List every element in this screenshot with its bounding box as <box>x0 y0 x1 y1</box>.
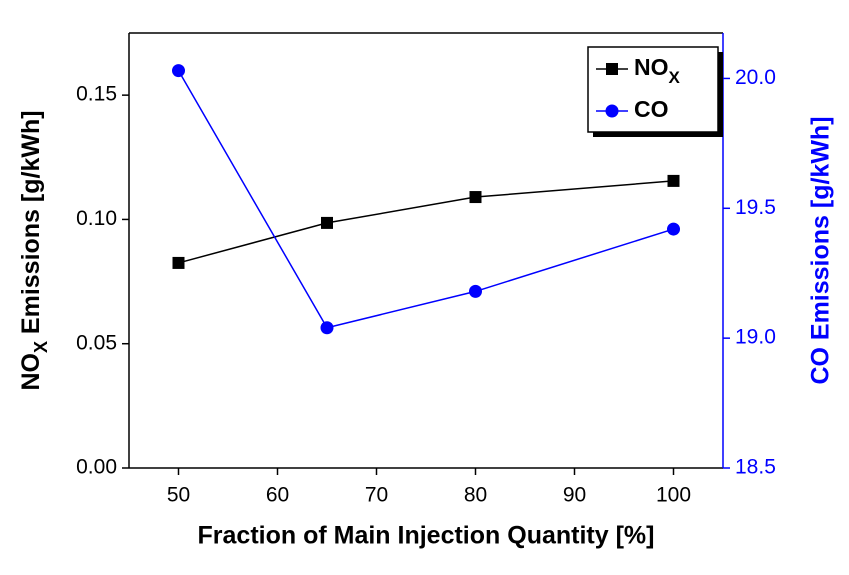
y2-tick-label: 18.5 <box>735 456 776 479</box>
legend-marker <box>606 63 618 75</box>
y-axis-label-part: NO <box>17 353 45 391</box>
legend-marker <box>605 104 619 118</box>
x-tick-label: 100 <box>656 484 691 507</box>
y2-tick-label: 19.0 <box>735 326 776 349</box>
marker <box>469 191 482 204</box>
y2-tick-label: 19.5 <box>735 196 776 219</box>
y-axis-label-part: X <box>31 341 51 353</box>
series-line <box>177 70 674 329</box>
marker <box>667 174 680 187</box>
marker <box>469 284 482 298</box>
y-tick-label: 0.05 <box>76 331 117 354</box>
legend-label-part: NO <box>634 54 669 80</box>
y2-axis-label: CO Emissions [g/kWh] <box>807 116 835 384</box>
y-tick-label: 0.15 <box>76 83 117 106</box>
y-axis-label: NOX Emissions [g/kWh] <box>17 110 51 390</box>
marker <box>667 222 680 236</box>
marker <box>321 216 333 229</box>
x-tick-label: 90 <box>563 484 586 507</box>
y-tick-label: 0.10 <box>76 207 117 230</box>
y2-tick-label: 20.0 <box>735 66 776 89</box>
marker <box>320 321 334 335</box>
marker <box>172 64 185 78</box>
x-tick-label: 50 <box>167 484 190 507</box>
marker <box>172 256 185 269</box>
legend-label: NOX <box>634 54 681 87</box>
legend-label: CO <box>634 96 669 122</box>
x-tick-label: 60 <box>266 484 289 507</box>
x-axis-label: Fraction of Main Injection Quantity [%] <box>198 522 655 550</box>
legend-label-part: X <box>669 68 681 87</box>
x-tick-label: 70 <box>365 484 388 507</box>
y-tick-label: 0.00 <box>76 456 117 479</box>
y-axis-label-part: Emissions [g/kWh] <box>17 110 45 341</box>
series-line <box>178 180 674 264</box>
x-tick-label: 80 <box>464 484 487 507</box>
legend <box>587 46 719 133</box>
